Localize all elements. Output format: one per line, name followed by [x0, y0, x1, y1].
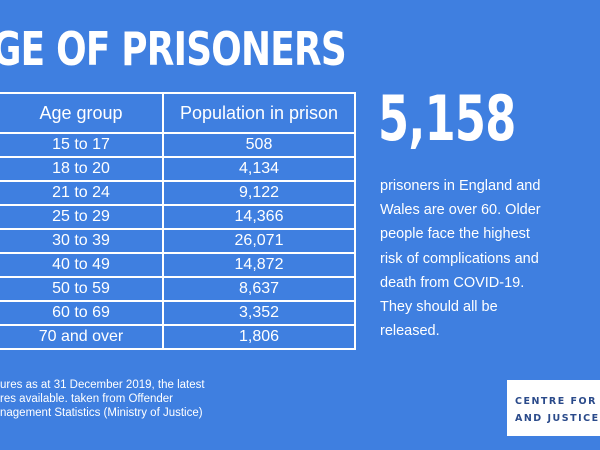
table-header-row: Age group Population in prison [0, 92, 356, 134]
age-group-cell: 25 to 29 [0, 204, 164, 230]
logo-line: AND JUSTICE ST [515, 413, 600, 424]
column-header-age-group: Age group [0, 92, 164, 134]
prison-age-table: Age group Population in prison 15 to 17 … [0, 92, 356, 350]
age-group-cell: 15 to 17 [0, 132, 164, 158]
column-header-population: Population in prison [162, 92, 356, 134]
footnote-line: nagement Statistics (Ministry of Justice… [0, 407, 203, 419]
source-footnote: ures as at 31 December 2019, the latest … [0, 378, 240, 420]
age-group-cell: 21 to 24 [0, 180, 164, 206]
population-cell: 1,806 [162, 324, 356, 350]
population-cell: 14,872 [162, 252, 356, 278]
page-title: GE OF PRISONERS [0, 22, 347, 76]
table-row: 70 and over 1,806 [0, 324, 356, 350]
age-group-cell: 70 and over [0, 324, 164, 350]
table-row: 25 to 29 14,366 [0, 204, 356, 230]
age-group-cell: 60 to 69 [0, 300, 164, 326]
headline-statistic: 5,158 [378, 82, 516, 155]
organisation-logo: CENTRE FOR C AND JUSTICE ST [507, 380, 600, 436]
population-cell: 14,366 [162, 204, 356, 230]
table-row: 21 to 24 9,122 [0, 180, 356, 206]
table-row: 40 to 49 14,872 [0, 252, 356, 278]
age-group-cell: 40 to 49 [0, 252, 164, 278]
table-row: 15 to 17 508 [0, 132, 356, 158]
logo-line: CENTRE FOR C [515, 396, 600, 407]
population-cell: 3,352 [162, 300, 356, 326]
population-cell: 9,122 [162, 180, 356, 206]
footnote-line: res available. taken from Offender [0, 393, 174, 405]
age-group-cell: 30 to 39 [0, 228, 164, 254]
data-table: Age group Population in prison 15 to 17 … [0, 92, 356, 350]
population-cell: 4,134 [162, 156, 356, 182]
population-cell: 508 [162, 132, 356, 158]
table-row: 60 to 69 3,352 [0, 300, 356, 326]
statistic-description: prisoners in England and Wales are over … [380, 178, 541, 340]
table-row: 50 to 59 8,637 [0, 276, 356, 302]
population-cell: 26,071 [162, 228, 356, 254]
population-cell: 8,637 [162, 276, 356, 302]
table-row: 30 to 39 26,071 [0, 228, 356, 254]
age-group-cell: 18 to 20 [0, 156, 164, 182]
table-row: 18 to 20 4,134 [0, 156, 356, 182]
footnote-line: ures as at 31 December 2019, the latest [0, 379, 205, 391]
age-group-cell: 50 to 59 [0, 276, 164, 302]
